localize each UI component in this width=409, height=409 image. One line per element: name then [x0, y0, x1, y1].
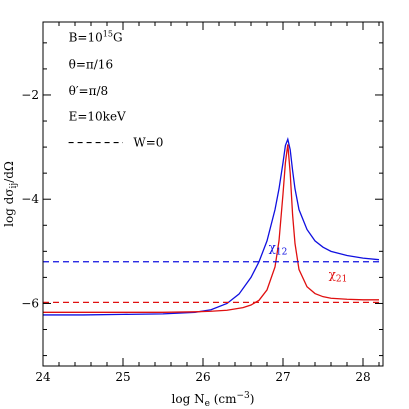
- x-tick-label: 28: [355, 370, 370, 384]
- x-tick-label: 24: [35, 370, 51, 384]
- annotation-line: θ=π/16: [69, 57, 113, 71]
- x-tick-label: 26: [195, 370, 210, 384]
- y-tick-label: −6: [21, 296, 39, 310]
- y-tick-label: −2: [21, 88, 39, 102]
- legend-label: W=0: [133, 136, 163, 150]
- x-tick-label: 25: [115, 370, 130, 384]
- series-layer: [43, 137, 383, 316]
- curve-label: χ21: [329, 267, 348, 284]
- ticks-layer: [42, 22, 383, 366]
- y-tick-label: −4: [21, 192, 39, 206]
- x-tick-label: 27: [275, 370, 290, 384]
- annotation-line: B=1015G: [69, 29, 123, 44]
- plot-frame: [42, 21, 384, 367]
- series-line-χ12: [43, 137, 380, 316]
- series-line-χ21: [43, 144, 379, 313]
- y-axis-title: log dσij/dΩ: [2, 161, 19, 227]
- annotation-line: θ′=π/8: [69, 84, 109, 98]
- curve-label: χ12: [269, 240, 288, 257]
- labels-layer: 24 25 26 27 28 −6 −4 −2 log Ne (cm−3) log dσij/dΩ…: [2, 29, 371, 409]
- x-axis-title: log Ne (cm−3): [172, 391, 255, 409]
- annotation-line: E=10keV: [69, 110, 126, 124]
